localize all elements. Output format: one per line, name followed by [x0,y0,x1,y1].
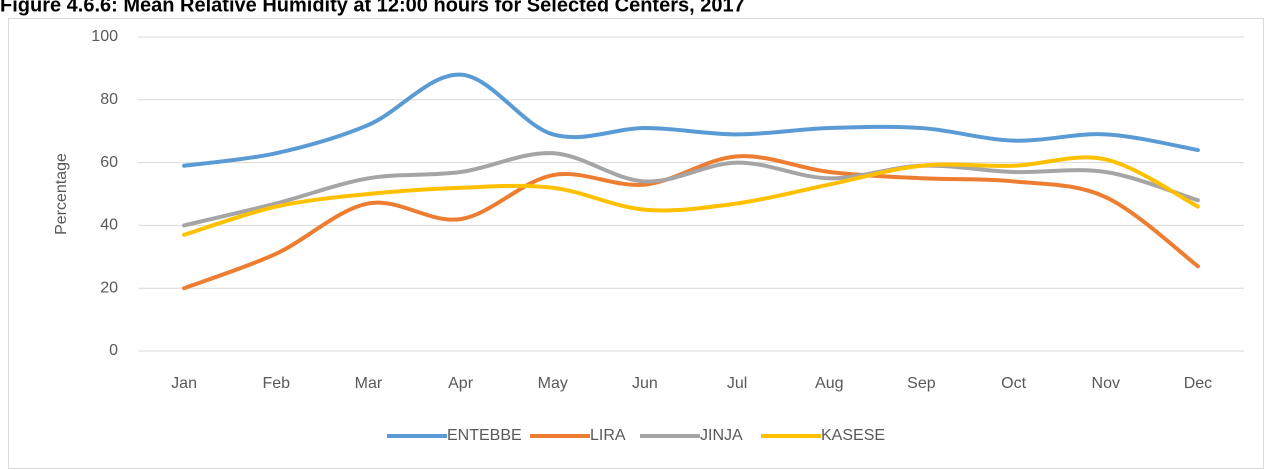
x-tick-label: Mar [355,375,383,392]
x-tick-label: Dec [1184,375,1212,392]
x-tick-label: Feb [262,375,290,392]
y-tick-label: 40 [100,217,118,234]
x-tick-label: Aug [815,375,843,392]
legend-label: KASESE [821,427,885,444]
x-tick-label: Jul [727,375,747,392]
series-line [182,72,1200,168]
x-tick-label: Jun [632,375,658,392]
series-line [182,151,1200,228]
x-tick-label: Apr [448,375,474,392]
legend-label: ENTEBBE [447,427,522,444]
chart-frame [8,18,1264,469]
x-tick-label: May [538,375,568,392]
x-tick-label: Sep [907,375,936,392]
legend-label: JINJA [700,427,743,444]
y-tick-label: 100 [91,28,118,45]
chart-title: Figure 4.6.6: Mean Relative Humidity at … [0,0,745,16]
legend-label: LIRA [590,427,626,444]
y-tick-label: 20 [100,279,118,296]
x-tick-label: Jan [171,375,197,392]
x-tick-label: Oct [1001,375,1026,392]
series-line [182,155,1200,237]
y-axis-label: Percentage [53,153,70,235]
y-tick-label: 60 [100,154,118,171]
y-tick-label: 0 [109,342,118,359]
y-tick-label: 80 [100,91,118,108]
x-tick-label: Nov [1092,375,1120,392]
